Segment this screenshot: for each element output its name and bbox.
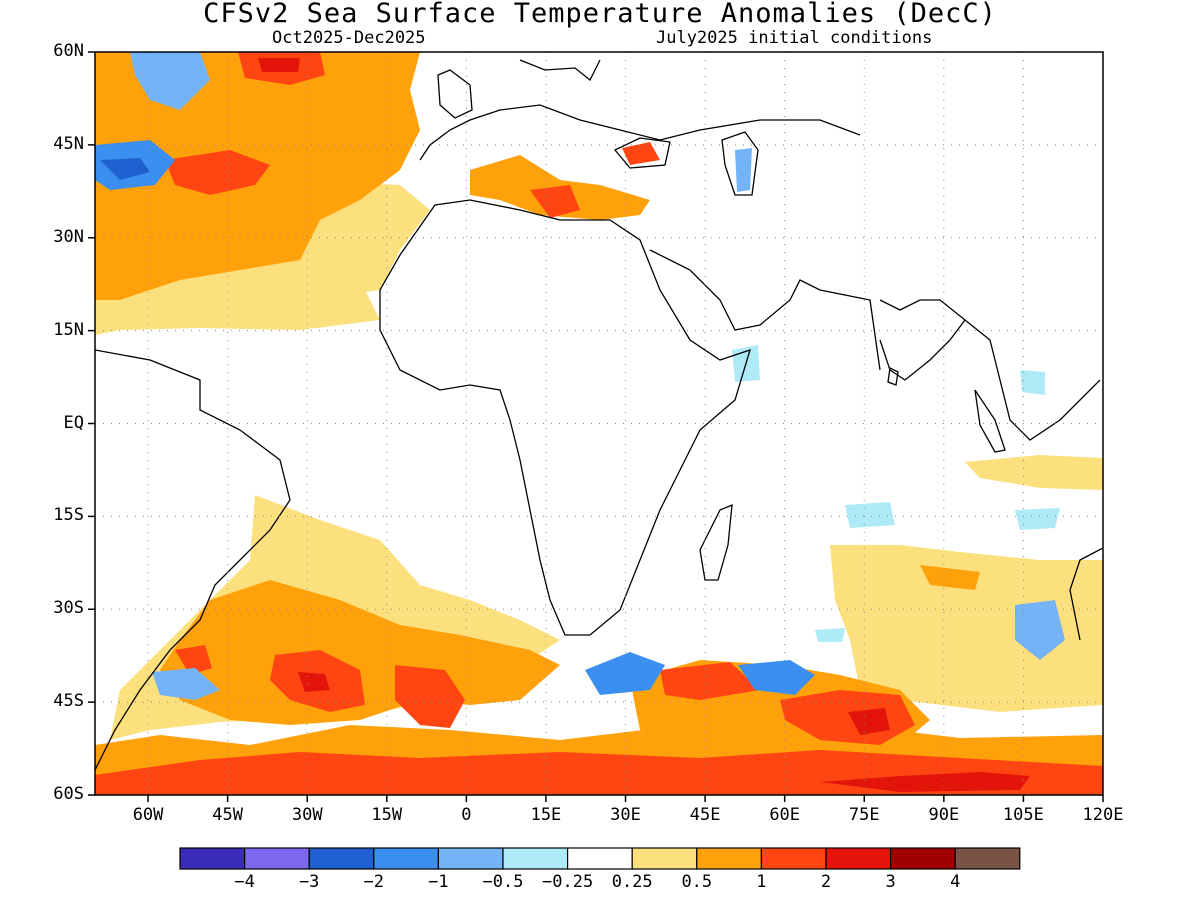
lat-label: 30N <box>53 226 84 247</box>
lat-label: 45S <box>53 691 84 712</box>
sri-lanka-coastline <box>887 367 899 386</box>
black-sea-coastline <box>613 137 671 169</box>
south-indian-orange-1 <box>920 565 980 590</box>
lat-label: 30S <box>53 598 84 619</box>
lon-label: 15E <box>530 805 562 825</box>
colorbar-label: 1 <box>756 872 767 892</box>
lat-label: 45N <box>53 133 84 154</box>
coastlines <box>95 59 1103 771</box>
lat-label: 60S <box>53 784 84 804</box>
lon-label: 90E <box>928 805 960 825</box>
lon-label: 30E <box>610 805 641 825</box>
valid-period-subtitle: Oct2025-Dec2025 <box>272 28 426 48</box>
bay-of-bengal-lightblue <box>1020 370 1045 395</box>
lon-label: 105E <box>1002 805 1044 825</box>
colorbar-label: −2 <box>363 872 385 892</box>
south-indian-lightblue-2 <box>1015 508 1060 530</box>
colorbar-swatch <box>308 847 375 870</box>
axis-ticks <box>88 51 1104 802</box>
caspian-lightblue <box>735 148 752 192</box>
colorbar-label: 3 <box>885 872 896 892</box>
colorbar-swatch <box>502 847 569 870</box>
sumatra-coastline <box>974 389 1006 453</box>
colorbar-label: −1 <box>428 872 449 892</box>
south-indian-blue-1 <box>585 652 665 695</box>
colorbar-swatch <box>696 847 762 870</box>
madagascar-coastline <box>699 503 733 581</box>
south-atlantic-blue <box>152 668 220 700</box>
north-atlantic-red-1 <box>165 150 270 195</box>
colorbar-swatch <box>179 847 246 870</box>
south-indian-red-1 <box>660 662 760 700</box>
colorbar-label: 4 <box>950 872 961 892</box>
colorbar-label: −4 <box>234 872 255 892</box>
lon-label: 60E <box>769 805 801 825</box>
colorbar-swatch <box>760 847 827 870</box>
colorbar-swatch <box>437 847 504 870</box>
colorbar-swatch <box>954 847 1021 870</box>
australia-coastline <box>1069 547 1103 641</box>
mediterranean-red <box>530 185 580 218</box>
colorbar-swatch <box>244 847 310 870</box>
lon-label: 75E <box>848 805 880 825</box>
south-atlantic-darkred <box>298 672 330 692</box>
colorbar-swatch <box>825 847 892 870</box>
colorbar-label: 2 <box>820 872 832 892</box>
labrador-lightblue <box>130 52 210 110</box>
colorbar-label: −0.5 <box>482 872 524 892</box>
lat-label: 60N <box>53 41 84 61</box>
north-atlantic-darkblue <box>100 158 150 180</box>
uk-coastline <box>437 69 473 119</box>
south-indian-blue-3 <box>1015 600 1065 660</box>
lat-label: 15S <box>53 505 84 526</box>
indonesia-yellow <box>965 455 1103 490</box>
greenland-iceland-coastline <box>519 59 601 82</box>
africa-coastline <box>379 199 751 636</box>
southeast-asia-coastline <box>964 319 1101 441</box>
lon-label: 0 <box>461 805 472 825</box>
lon-label: 30W <box>291 805 323 825</box>
lon-label: 15W <box>371 805 403 825</box>
lon-label: 120E <box>1082 805 1124 825</box>
lon-label: 45E <box>689 805 721 825</box>
south-indian-yellow <box>830 545 1103 712</box>
colorbar-swatch <box>373 847 439 870</box>
lat-label: EQ <box>63 412 84 433</box>
south-indian-lightblue-3 <box>815 628 845 642</box>
colorbar-label: 0.25 <box>611 872 653 892</box>
southern-ocean-darkred <box>820 772 1030 792</box>
initial-conditions-subtitle: July2025 initial conditions <box>656 28 933 48</box>
colorbar <box>179 847 1021 870</box>
europe-coastline <box>419 104 861 161</box>
north-atlantic-darkred <box>258 58 300 72</box>
south-indian-darkred <box>848 708 890 735</box>
colorbar-label: 0.5 <box>681 872 713 892</box>
colorbar-label: −3 <box>298 872 320 892</box>
lon-label: 60W <box>132 805 164 825</box>
colorbar-swatch <box>566 847 633 870</box>
south-atlantic-orange <box>160 580 560 725</box>
anomaly-field <box>95 52 1103 795</box>
colorbar-label: −0.25 <box>542 872 594 892</box>
black-sea-red <box>622 142 660 165</box>
india-coastline <box>879 299 966 381</box>
lat-label: 15N <box>53 319 84 340</box>
caspian-coastline <box>721 131 759 196</box>
south-indian-lightblue-1 <box>845 502 895 528</box>
south-indian-blue-2 <box>738 660 815 695</box>
south-atlantic-red-2 <box>395 665 465 728</box>
south-atlantic-red-3 <box>175 645 212 675</box>
south-america-coastline <box>95 349 291 771</box>
map-title: CFSv2 Sea Surface Temperature Anomalies … <box>203 0 997 29</box>
arabia-coastline <box>649 249 881 371</box>
grid-lines <box>95 52 1103 795</box>
lon-label: 45W <box>212 805 243 825</box>
colorbar-swatch <box>631 847 698 870</box>
colorbar-swatch <box>889 847 956 870</box>
